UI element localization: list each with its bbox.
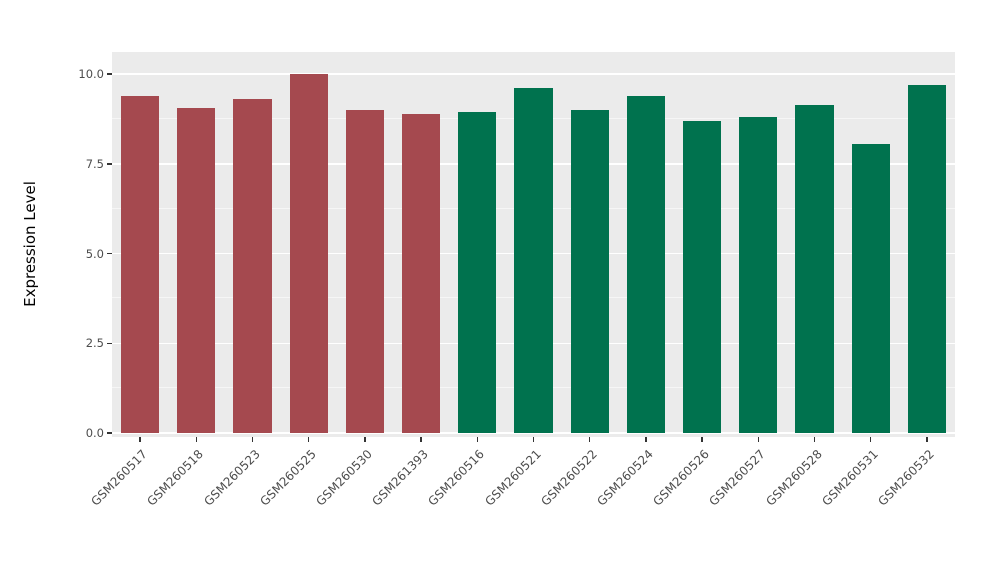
bar [907,84,946,433]
y-tick-label: 10.0 [78,67,104,81]
y-tick-mark [107,163,112,165]
bar [345,109,384,433]
x-tick-mark [701,437,703,442]
gridline-major [112,432,955,434]
y-axis-title: Expression Level [21,181,39,307]
x-tick-mark [307,437,310,442]
x-tick-mark [195,437,198,442]
y-tick-mark [107,342,112,344]
x-tick-mark [476,437,479,442]
bar [682,120,722,433]
y-tick-label: 5.0 [85,246,104,261]
x-tick-mark [645,437,647,442]
x-tick-mark [869,437,872,442]
bar [177,108,216,433]
bar [739,117,778,433]
y-tick-label: 7.5 [85,156,104,171]
bar [233,99,272,433]
x-tick-mark [757,437,760,442]
y-tick-mark [107,73,112,75]
bar [514,88,553,433]
bar [401,113,441,433]
plot-panel [112,52,955,437]
x-tick-mark [588,437,591,442]
x-tick-mark [139,437,141,442]
bar [570,109,609,433]
x-tick-mark [420,437,422,442]
bar [851,144,890,433]
bar [289,74,328,433]
x-tick-mark [532,437,535,442]
bar [120,95,160,433]
x-tick-mark [364,437,366,442]
x-tick-mark [926,437,928,442]
gridline-major [112,73,955,75]
bar [795,104,834,433]
y-tick-mark [107,252,112,255]
y-tick-label: 2.5 [85,336,104,351]
bar [458,111,497,433]
y-tick-mark [107,432,112,434]
bar [626,95,665,433]
x-tick-mark [813,437,816,442]
y-tick-label: 0.0 [85,426,104,440]
x-tick-mark [251,437,254,442]
